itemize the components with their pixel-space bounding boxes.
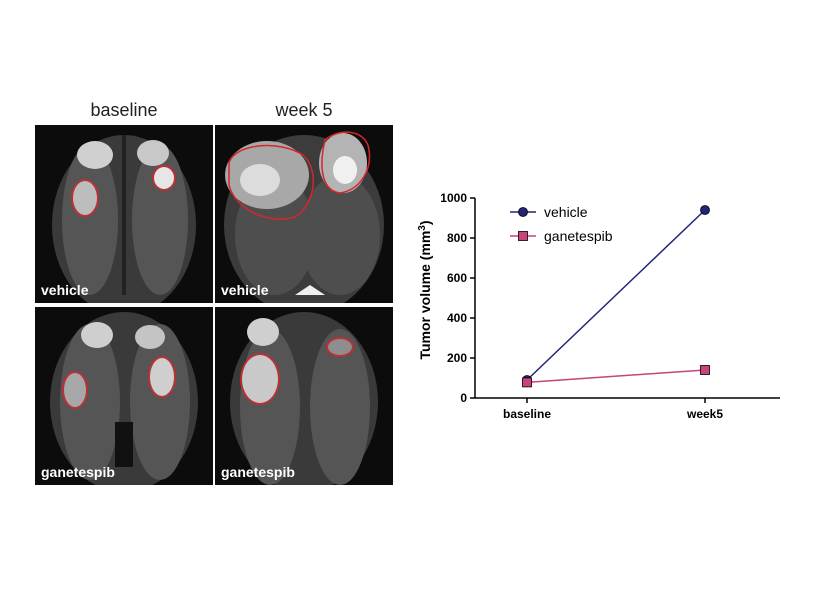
tumor-outline xyxy=(62,371,88,409)
column-header-baseline: baseline xyxy=(90,100,158,120)
tumor-outline xyxy=(228,144,315,220)
tumor-outline xyxy=(148,356,176,398)
column-header-week5: week 5 xyxy=(275,100,333,120)
tumor-outline xyxy=(321,131,371,194)
data-point-ganetespib xyxy=(700,365,710,375)
mri-panel-ganetespib-baseline: ganetespib xyxy=(35,307,213,485)
mri-image-ganetespib-baseline xyxy=(50,312,198,485)
tumor-outline xyxy=(152,165,176,191)
legend-label-ganetespib: ganetespib xyxy=(544,228,613,244)
mri-panel-vehicle-week5: vehicle xyxy=(215,125,393,303)
panel-label: vehicle xyxy=(41,282,89,298)
x-tick-label: baseline xyxy=(503,407,551,421)
panel-label: vehicle xyxy=(221,282,269,298)
tumor-outline xyxy=(240,353,280,405)
mri-image-vehicle-baseline xyxy=(52,135,196,303)
y-tick-label: 0 xyxy=(460,391,467,405)
data-point-vehicle xyxy=(700,205,710,215)
y-tick-label: 1000 xyxy=(440,191,467,205)
series-line-vehicle xyxy=(526,209,706,381)
data-point-ganetespib xyxy=(522,377,532,388)
legend-marker-ganetespib xyxy=(518,231,528,241)
legend-label-vehicle: vehicle xyxy=(544,204,588,220)
panel-label: ganetespib xyxy=(41,464,115,480)
tumor-outline xyxy=(326,337,354,357)
legend-marker-vehicle xyxy=(518,207,528,217)
y-tick-label: 200 xyxy=(447,351,467,365)
tumor-outline xyxy=(71,179,99,217)
y-tick-label: 800 xyxy=(447,231,467,245)
y-tick-label: 400 xyxy=(447,311,467,325)
x-tick-label: week5 xyxy=(686,407,723,421)
series-line-ganetespib xyxy=(526,369,706,384)
mri-panel-vehicle-baseline: vehicle xyxy=(35,125,213,303)
y-tick-label: 600 xyxy=(447,271,467,285)
panel-label: ganetespib xyxy=(221,464,295,480)
y-axis-label: Tumor volume (mm3) xyxy=(417,220,434,359)
mri-image-ganetespib-week5 xyxy=(230,312,378,485)
tumor-volume-chart: Tumor volume (mm3) 0 200 400 600 800 1000 base… xyxy=(417,191,780,421)
mri-image-vehicle-week5 xyxy=(224,131,384,303)
mri-panel-ganetespib-week5: ganetespib xyxy=(215,307,393,485)
